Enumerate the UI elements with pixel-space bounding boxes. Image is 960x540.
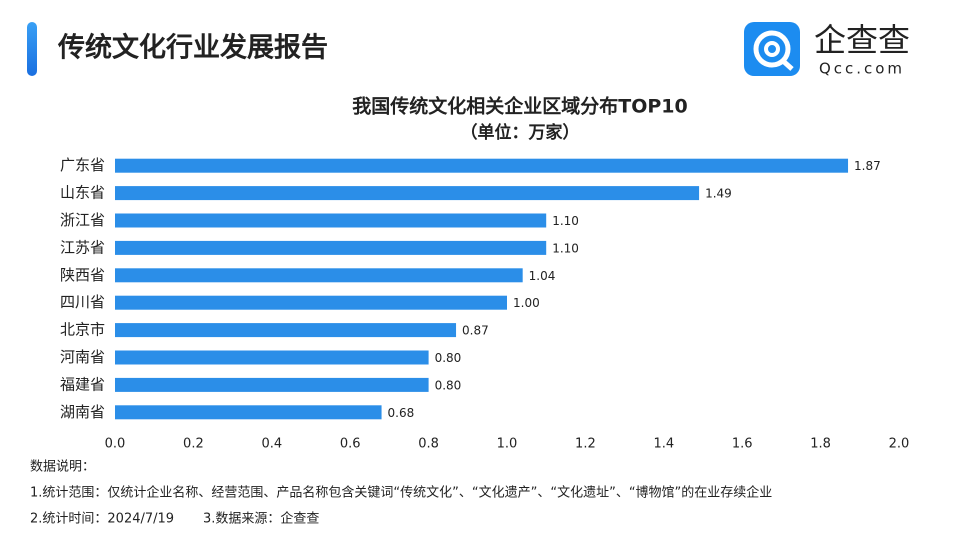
- value-label: 0.80: [435, 378, 462, 392]
- notes-heading: 数据说明：: [30, 460, 95, 475]
- y-tick-label: 湖南省: [60, 403, 105, 421]
- logo-domain: Qcc.com: [819, 60, 905, 78]
- bar: [115, 158, 849, 173]
- value-label: 0.87: [462, 324, 489, 338]
- value-label: 0.68: [388, 406, 415, 420]
- x-tick-label: 1.2: [575, 437, 596, 452]
- bar: [115, 186, 700, 201]
- bar: [115, 323, 457, 338]
- y-tick-label: 广东省: [60, 156, 105, 174]
- y-tick-label: 福建省: [60, 375, 105, 393]
- value-label: 1.49: [705, 187, 732, 201]
- y-tick-label: 四川省: [60, 293, 105, 311]
- bar: [115, 350, 429, 365]
- x-tick-label: 0.0: [105, 437, 126, 452]
- x-tick-label: 0.8: [418, 437, 439, 452]
- notes-scope: 1.统计范围：仅统计企业名称、经营范围、产品名称包含关键词“传统文化”、“文化遗…: [30, 485, 772, 501]
- logo-name: 企查查: [814, 21, 910, 59]
- y-tick-label: 江苏省: [60, 238, 105, 256]
- y-tick-label: 陕西省: [60, 266, 105, 284]
- chart-title: 我国传统文化相关企业区域分布TOP10: [352, 95, 687, 118]
- logo-tail: [780, 58, 794, 71]
- bar: [115, 377, 429, 392]
- x-tick-label: 1.6: [732, 437, 753, 452]
- y-tick-label: 山东省: [60, 184, 105, 202]
- bar: [115, 240, 547, 255]
- x-tick-label: 1.8: [810, 437, 831, 452]
- logo-ring: [753, 30, 791, 68]
- logo-ring-inner: [764, 41, 780, 57]
- header-title: 传统文化行业发展报告: [57, 32, 328, 64]
- x-tick-label: 0.4: [261, 437, 282, 452]
- y-tick-label: 浙江省: [60, 211, 105, 229]
- value-label: 1.00: [513, 296, 540, 310]
- x-tick-label: 0.6: [340, 437, 361, 452]
- value-label: 1.10: [552, 241, 579, 255]
- x-tick-label: 0.2: [183, 437, 204, 452]
- header-accent: [27, 22, 37, 76]
- value-label: 1.10: [552, 214, 579, 228]
- value-label: 0.80: [435, 351, 462, 365]
- x-tick-label: 1.4: [653, 437, 674, 452]
- x-tick-label: 2.0: [889, 437, 910, 452]
- x-tick-label: 1.0: [497, 437, 518, 452]
- y-tick-label: 河南省: [60, 348, 105, 366]
- bar: [115, 405, 382, 420]
- chart-subtitle: （单位：万家）: [461, 122, 580, 143]
- value-label: 1.87: [854, 159, 881, 173]
- value-label: 1.04: [529, 269, 556, 283]
- y-tick-label: 北京市: [60, 321, 105, 339]
- notes-time: 2.统计时间：2024/7/19: [30, 512, 174, 527]
- notes-source: 3.数据来源：企查查: [203, 511, 319, 527]
- bar: [115, 268, 523, 283]
- logo: 企查查 Qcc.com: [744, 21, 910, 78]
- bar: [115, 295, 507, 310]
- bar: [115, 213, 547, 228]
